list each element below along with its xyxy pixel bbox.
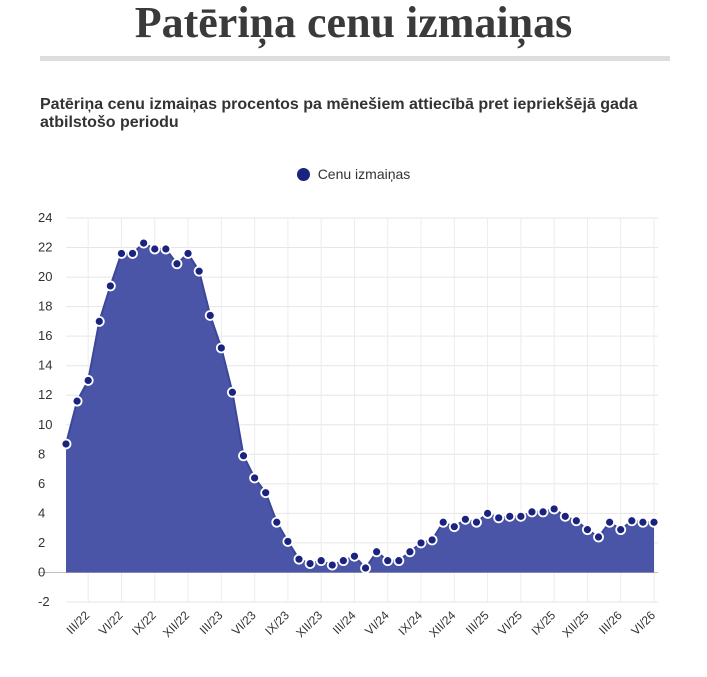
data-point[interactable]: [426, 534, 438, 546]
data-point[interactable]: [60, 438, 72, 450]
data-point[interactable]: [249, 472, 261, 484]
title-divider: [40, 56, 670, 61]
data-point[interactable]: [615, 524, 627, 536]
data-point[interactable]: [160, 243, 172, 255]
data-point[interactable]: [138, 237, 150, 249]
data-point[interactable]: [459, 513, 471, 525]
data-point[interactable]: [204, 310, 216, 321]
x-tick-label: XII/23: [293, 608, 325, 640]
data-point[interactable]: [215, 342, 227, 354]
legend-label: Cenu izmaiņas: [317, 166, 411, 182]
y-tick-label: 22: [38, 240, 52, 255]
data-point[interactable]: [570, 515, 582, 527]
x-tick-label: VI/25: [495, 608, 525, 638]
x-tick-label: IX/25: [529, 608, 559, 638]
data-point[interactable]: [71, 395, 83, 407]
data-point[interactable]: [293, 553, 305, 565]
x-tick-label: III/26: [596, 608, 625, 637]
x-tick-label: III/24: [330, 608, 359, 637]
data-point[interactable]: [182, 248, 194, 259]
y-tick-label: 10: [38, 417, 52, 432]
data-point[interactable]: [382, 555, 394, 567]
chart-area-layer: [65, 241, 654, 573]
chart-subtitle: Patēriņa cenu izmaiņas procentos pa mēne…: [40, 96, 638, 131]
x-tick-label: VI/26: [628, 608, 658, 638]
data-point[interactable]: [260, 487, 272, 499]
data-point[interactable]: [593, 531, 604, 543]
data-point[interactable]: [604, 516, 616, 528]
y-tick-label: 16: [38, 328, 52, 343]
data-point[interactable]: [582, 524, 593, 536]
x-tick-label: IX/22: [129, 608, 159, 638]
data-point[interactable]: [504, 510, 516, 522]
data-point[interactable]: [116, 248, 127, 259]
y-tick-label: 4: [38, 505, 45, 520]
data-point[interactable]: [637, 516, 649, 528]
data-point[interactable]: [127, 248, 138, 259]
data-point[interactable]: [526, 506, 538, 518]
data-point[interactable]: [171, 258, 183, 270]
data-point[interactable]: [193, 265, 205, 277]
x-tick-label: XII/22: [160, 608, 192, 640]
x-tick-label: XII/25: [559, 608, 591, 640]
data-point[interactable]: [493, 512, 505, 524]
y-tick-label: 6: [38, 476, 45, 491]
data-point[interactable]: [337, 555, 349, 567]
x-tick-label: IX/23: [262, 608, 292, 638]
data-point[interactable]: [404, 546, 416, 558]
x-tick-label: VI/22: [96, 608, 126, 638]
x-tick-label: III/23: [197, 608, 226, 637]
x-tick-label: XII/24: [426, 608, 458, 640]
data-point[interactable]: [626, 515, 638, 527]
x-tick-label: VI/23: [229, 608, 259, 638]
x-axis-ticks: III/22 VI/22 IX/22 XII/22 III/23 VI/23 IX/23 XI…: [64, 608, 659, 640]
data-point[interactable]: [349, 550, 360, 562]
data-point[interactable]: [315, 555, 327, 567]
x-tick-label: III/22: [64, 608, 93, 637]
data-point[interactable]: [437, 516, 449, 528]
chart-points: [60, 237, 660, 574]
data-point[interactable]: [360, 562, 371, 574]
data-point[interactable]: [282, 536, 294, 547]
y-tick-label: 18: [38, 299, 52, 314]
y-tick-label: -2: [38, 594, 50, 609]
data-point[interactable]: [271, 516, 283, 528]
data-point[interactable]: [326, 559, 338, 571]
data-point[interactable]: [93, 315, 105, 327]
x-tick-label: III/25: [463, 608, 492, 637]
x-tick-label: VI/24: [362, 608, 392, 638]
y-tick-label: 14: [38, 358, 52, 373]
data-point[interactable]: [393, 555, 405, 567]
series-area-fill: [66, 243, 654, 573]
data-point[interactable]: [471, 516, 482, 528]
data-point[interactable]: [537, 506, 549, 518]
data-point[interactable]: [548, 503, 560, 515]
data-point[interactable]: [104, 280, 116, 292]
data-point[interactable]: [648, 516, 660, 528]
data-point[interactable]: [371, 546, 383, 558]
data-point[interactable]: [415, 537, 427, 549]
y-tick-label: 2: [38, 535, 45, 550]
y-tick-label: 12: [38, 387, 52, 402]
data-point[interactable]: [227, 386, 238, 398]
x-tick-label: IX/24: [395, 608, 425, 638]
y-tick-label: 20: [38, 269, 52, 284]
data-point[interactable]: [82, 375, 94, 386]
y-tick-label: 0: [38, 564, 45, 579]
page-title: Patēriņa cenu izmaiņas: [134, 0, 573, 47]
data-point[interactable]: [559, 510, 571, 522]
y-tick-label: 8: [38, 446, 45, 461]
data-point[interactable]: [238, 450, 249, 462]
data-point[interactable]: [149, 243, 161, 255]
legend-marker-icon: [296, 167, 310, 181]
chart-legend[interactable]: Cenu izmaiņas: [0, 166, 707, 182]
data-point[interactable]: [515, 510, 527, 522]
data-point[interactable]: [304, 558, 316, 570]
data-point[interactable]: [448, 521, 460, 533]
y-tick-label: 24: [38, 210, 52, 225]
data-point[interactable]: [482, 507, 493, 519]
